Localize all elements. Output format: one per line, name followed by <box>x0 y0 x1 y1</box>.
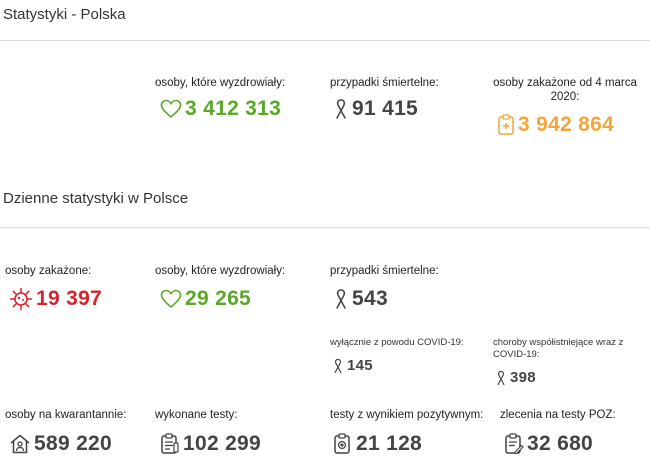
summary-deaths-label: przypadki śmiertelne: <box>330 77 439 89</box>
daily-deaths-value: 543 <box>352 287 388 310</box>
daily-deaths-covid-value: 145 <box>347 357 373 374</box>
summary-recovered-stat: 3 412 313 <box>160 97 281 121</box>
heart-icon <box>160 99 182 119</box>
summary-infected-stat: 3 942 864 <box>497 113 614 137</box>
daily-deaths-label: przypadki śmiertelne: <box>330 265 439 277</box>
daily-recovered-stat: 29 265 <box>160 287 251 311</box>
summary-recovered-value: 3 412 313 <box>185 97 282 120</box>
daily-poz-orders-label: zlecenia na testy POZ: <box>500 409 616 421</box>
daily-divider <box>0 227 650 228</box>
daily-deaths-covid-stat: 145 <box>332 357 373 374</box>
ribbon-icon <box>332 358 344 374</box>
daily-positive-tests-label: testy z wynikiem pozytywnym: <box>330 409 484 421</box>
daily-deaths-comorbid-stat: 398 <box>495 369 536 386</box>
medical-clipboard-icon <box>497 114 515 136</box>
daily-tests-label: wykonane testy: <box>155 409 238 421</box>
summary-divider <box>0 40 650 41</box>
daily-deaths-covid-label: wyłącznie z powodu COVID-19: <box>330 337 464 348</box>
daily-positive-tests-value: 21 128 <box>356 432 423 455</box>
daily-recovered-value: 29 265 <box>185 287 252 310</box>
positive-test-icon <box>333 433 353 455</box>
daily-recovered-label: osoby, które wyzdrowiały: <box>155 265 286 277</box>
ribbon-icon <box>333 288 349 310</box>
daily-infected-value: 19 397 <box>36 287 103 310</box>
ribbon-icon <box>333 98 349 120</box>
summary-deaths-stat: 91 415 <box>333 97 418 121</box>
summary-infected-label: osoby zakażone od 4 marca 2020: <box>493 77 637 103</box>
daily-quarantine-value: 589 220 <box>34 432 113 455</box>
test-clipboard-icon <box>160 433 180 455</box>
summary-title: Statystyki - Polska <box>3 6 126 23</box>
daily-infected-label: osoby zakażone: <box>5 265 92 277</box>
daily-quarantine-label: osoby na kwarantannie: <box>5 409 127 421</box>
daily-poz-orders-stat: 32 680 <box>504 432 593 456</box>
virus-icon <box>9 287 33 311</box>
daily-tests-stat: 102 299 <box>160 432 261 456</box>
house-person-icon <box>9 433 31 455</box>
daily-poz-orders-value: 32 680 <box>527 432 594 455</box>
daily-quarantine-stat: 589 220 <box>9 432 112 456</box>
summary-deaths-value: 91 415 <box>352 97 419 120</box>
summary-infected-value: 3 942 864 <box>518 113 615 136</box>
ribbon-icon <box>495 370 507 386</box>
daily-tests-value: 102 299 <box>183 432 262 455</box>
summary-recovered-label: osoby, które wyzdrowiały: <box>155 77 286 89</box>
daily-deaths-comorbid-value: 398 <box>510 369 536 386</box>
daily-positive-tests-stat: 21 128 <box>333 432 422 456</box>
order-clipboard-icon <box>504 433 524 455</box>
daily-infected-stat: 19 397 <box>9 287 102 311</box>
heart-icon <box>160 289 182 309</box>
daily-deaths-comorbid-label: choroby współistniejące wraz z COVID-19: <box>493 337 624 360</box>
daily-deaths-stat: 543 <box>333 287 388 311</box>
daily-title: Dzienne statystyki w Polsce <box>3 190 189 207</box>
